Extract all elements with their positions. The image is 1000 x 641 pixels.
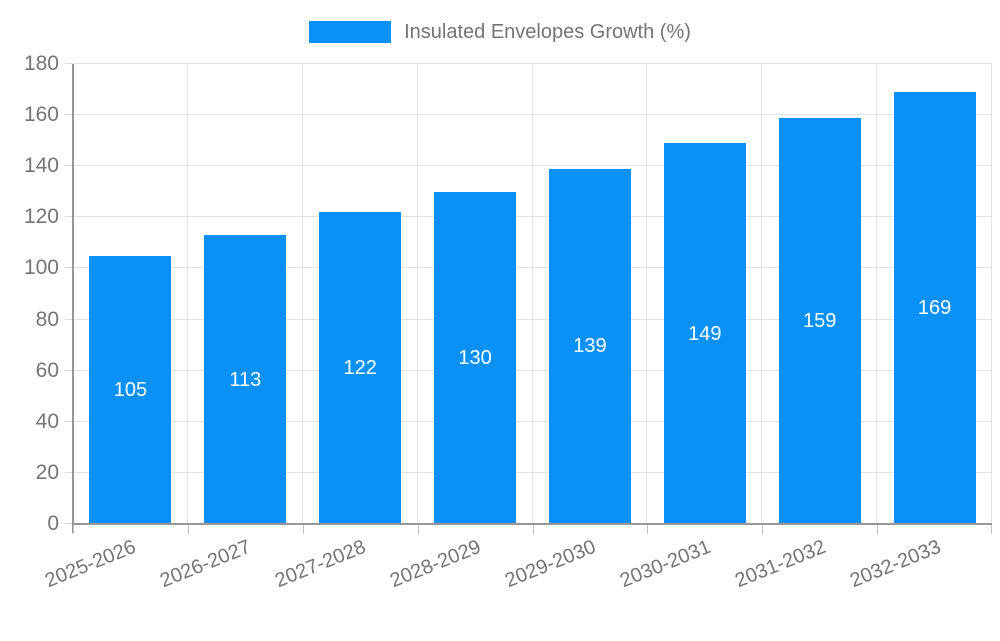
x-tick-label: 2026-2027 <box>157 535 255 593</box>
gridline-v <box>186 64 188 524</box>
x-axis-line <box>73 523 992 525</box>
gridline-v <box>876 64 878 524</box>
y-tick-mark <box>65 63 72 64</box>
y-tick-mark <box>65 523 72 524</box>
plot-area: 105 113 122 130 139 149 159 169 <box>65 63 992 534</box>
legend-label: Insulated Envelopes Growth (%) <box>404 20 691 43</box>
y-tick-label: 100 <box>23 256 59 280</box>
y-tick-mark <box>65 420 72 422</box>
gridline-h <box>73 267 992 269</box>
x-tick-label: 2028-2029 <box>387 535 485 593</box>
y-tick-mark <box>65 471 72 473</box>
y-tick-mark <box>65 165 72 167</box>
y-tick-mark <box>65 369 72 371</box>
gridline-v <box>991 64 992 524</box>
gridline-h <box>73 63 992 64</box>
bar-value-label: 159 <box>803 309 837 332</box>
y-tick-label: 180 <box>23 52 59 75</box>
y-tick-mark <box>65 267 72 269</box>
x-tick-label: 2027-2028 <box>272 535 370 593</box>
gridline-v <box>646 64 648 524</box>
gridline-v <box>531 64 533 524</box>
gridlines-layer <box>73 63 992 524</box>
bar-value-label: 130 <box>458 346 492 369</box>
gridline-h <box>73 114 992 116</box>
y-tick-label: 160 <box>23 103 59 127</box>
bar <box>548 168 631 524</box>
x-tick-mark <box>417 525 419 534</box>
x-tick-label: 2032-2033 <box>846 535 944 593</box>
ticks-layer <box>65 63 992 534</box>
bar <box>89 255 172 524</box>
y-tick-label: 140 <box>23 154 59 178</box>
bar <box>319 212 402 524</box>
bar <box>663 143 746 524</box>
y-tick-mark <box>65 114 72 116</box>
bar-value-label: 122 <box>343 357 377 380</box>
gridline-h <box>73 471 992 473</box>
x-tick-mark <box>532 525 534 534</box>
bar <box>893 92 976 524</box>
gridline-v <box>301 64 303 524</box>
y-tick-label: 60 <box>35 358 59 382</box>
x-tick-mark <box>647 525 649 534</box>
x-tick-mark <box>877 525 879 534</box>
y-tick-label: 0 <box>47 512 59 535</box>
y-tick-label: 80 <box>35 307 59 331</box>
gridline-v <box>761 64 763 524</box>
x-tick-label: 2029-2030 <box>501 535 599 593</box>
gridline-h <box>73 420 992 422</box>
y-tick-mark <box>65 216 72 218</box>
bar-value-label: 149 <box>688 322 722 345</box>
y-tick-label: 20 <box>35 460 59 484</box>
y-axis-line <box>72 64 74 533</box>
x-tick-mark <box>762 525 764 534</box>
bars-layer: 105 113 122 130 139 149 159 169 <box>73 64 992 524</box>
bar-value-label: 139 <box>573 335 607 358</box>
bar-value-label: 113 <box>229 368 262 391</box>
x-tick-mark <box>302 525 304 534</box>
x-tick-label: 2031-2032 <box>731 535 829 593</box>
x-tick-label: 2030-2031 <box>616 535 714 593</box>
bar <box>434 191 517 524</box>
gridline-h <box>73 165 992 167</box>
gridline-h <box>73 369 992 371</box>
bar <box>204 235 287 524</box>
legend[interactable]: Insulated Envelopes Growth (%) <box>0 18 1000 46</box>
legend-swatch <box>309 21 392 43</box>
x-tick-mark <box>73 525 74 534</box>
y-tick-mark <box>65 318 72 320</box>
x-tick-mark <box>991 525 992 534</box>
bar-value-label: 169 <box>917 297 952 320</box>
bar-value-label: 105 <box>113 378 148 401</box>
gridline-h <box>73 318 992 320</box>
bar <box>778 117 861 524</box>
gridline-h <box>73 216 992 218</box>
y-tick-label: 40 <box>35 409 59 433</box>
x-tick-mark <box>187 525 189 534</box>
gridline-v <box>416 64 418 524</box>
bar-chart: Insulated Envelopes Growth (%) 105 113 122… <box>0 18 1000 592</box>
y-tick-label: 120 <box>23 205 59 229</box>
